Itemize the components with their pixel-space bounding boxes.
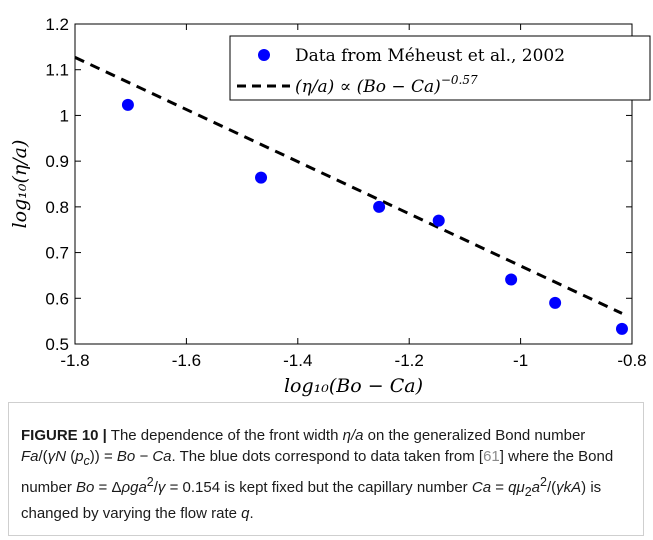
caption-math: γ bbox=[157, 479, 166, 496]
caption-text: FIGURE 10 | The dependence of the front … bbox=[21, 425, 633, 524]
y-tick-label: 1.1 bbox=[45, 61, 69, 80]
y-axis: 0.5 0.6 0.7 0.8 0.9 1 1.1 1.2 bbox=[45, 15, 632, 354]
y-tick-label: 0.8 bbox=[45, 198, 69, 217]
data-point bbox=[255, 171, 268, 184]
x-tick-label: -1.4 bbox=[283, 351, 312, 370]
y-axis-label: log₁₀(η/a) bbox=[9, 140, 31, 229]
legend-line-label-exponent: −0.57 bbox=[441, 73, 478, 87]
y-tick-label: 1.2 bbox=[45, 15, 69, 34]
data-point bbox=[432, 214, 445, 227]
caption-seg: = bbox=[491, 479, 509, 496]
caption-seg: . bbox=[249, 505, 254, 522]
legend-line-label-base: (η/a) ∝ (Bo − Ca) bbox=[295, 77, 441, 97]
caption-seg: )) = bbox=[89, 448, 117, 465]
caption-math: η/a bbox=[342, 427, 364, 444]
figure: 0.5 0.6 0.7 0.8 0.9 1 1.1 1.2 -1.8 -1.6 -1.4 -1.2-… bbox=[9, 15, 651, 397]
y-tick-label: 0.9 bbox=[45, 152, 69, 171]
caption-figure-label: FIGURE 10 | bbox=[21, 427, 107, 444]
x-axis-label: log₁₀(Bo − Ca) bbox=[284, 375, 423, 397]
caption-math: Bo bbox=[76, 479, 95, 496]
caption-math: qμ bbox=[508, 479, 525, 496]
caption-seg: . The blue dots correspond to data taken… bbox=[171, 448, 484, 465]
series-layer bbox=[74, 56, 628, 335]
caption-seg: ) is changed by varying the flow rate bbox=[21, 479, 602, 522]
y-tick-label: 0.7 bbox=[45, 244, 69, 263]
caption-seg: / bbox=[153, 479, 158, 496]
y-tick-label: 0.6 bbox=[45, 289, 69, 308]
data-point bbox=[373, 200, 386, 213]
caption-seg: The dependence of the front width bbox=[106, 427, 343, 444]
caption-seg: on the generalized Bond number bbox=[363, 427, 586, 444]
legend: Data from Méheust et al., 2002 (η/a) ∝ (… bbox=[229, 35, 651, 101]
figure-caption: FIGURE 10 | The dependence of the front … bbox=[8, 402, 644, 536]
caption-math: p bbox=[75, 448, 84, 465]
caption-seg: = 0.154 is kept fixed but the capillary … bbox=[165, 479, 472, 496]
y-tick-label: 1 bbox=[60, 106, 69, 125]
caption-sup: 2 bbox=[540, 475, 547, 489]
x-tick-label: -0.8 bbox=[617, 351, 646, 370]
caption-math: q bbox=[241, 505, 250, 522]
caption-seg: ( bbox=[66, 448, 76, 465]
caption-sub: 2 bbox=[524, 485, 532, 499]
caption-math: ρga bbox=[121, 479, 147, 496]
legend-line-label: (η/a) ∝ (Bo − Ca)−0.57 bbox=[295, 73, 478, 97]
data-point bbox=[121, 98, 134, 111]
caption-math: a bbox=[531, 479, 541, 496]
caption-math: γN bbox=[47, 448, 67, 465]
x-tick-label: -1 bbox=[513, 351, 528, 370]
x-tick-label: -1.6 bbox=[172, 351, 201, 370]
caption-seg: = Δ bbox=[94, 479, 122, 496]
caption-seg: /( bbox=[546, 479, 557, 496]
caption-math: Fa bbox=[21, 448, 39, 465]
legend-scatter-label: Data from Méheust et al., 2002 bbox=[295, 46, 565, 66]
legend-dot-marker bbox=[258, 49, 270, 61]
caption-seg: /( bbox=[38, 448, 48, 465]
y-tick-label: 0.5 bbox=[45, 335, 69, 354]
plot-area bbox=[74, 23, 633, 345]
caption-math: Bo − Ca bbox=[116, 448, 172, 465]
x-axis: -1.8 -1.6 -1.4 -1.2 -1 -0.8 bbox=[60, 24, 647, 370]
caption-math: γkA bbox=[556, 479, 582, 496]
scatter-chart: 0.50.60.70.80.911.11.2 -1.8 -1.6 -1.4 -1.2-… bbox=[9, 15, 651, 397]
caption-sup: 2 bbox=[146, 475, 154, 489]
caption-seg: ] where the Bond number bbox=[21, 448, 614, 496]
data-point bbox=[615, 322, 628, 335]
caption-reference-link[interactable]: 61 bbox=[483, 448, 500, 465]
data-point bbox=[549, 296, 562, 309]
x-tick-label: -1.8 bbox=[60, 351, 89, 370]
legend-box bbox=[229, 35, 651, 101]
x-tick-label: -1.2 bbox=[395, 351, 424, 370]
caption-math: Ca bbox=[471, 479, 492, 496]
data-point bbox=[505, 273, 518, 286]
caption-math: c bbox=[83, 454, 90, 468]
